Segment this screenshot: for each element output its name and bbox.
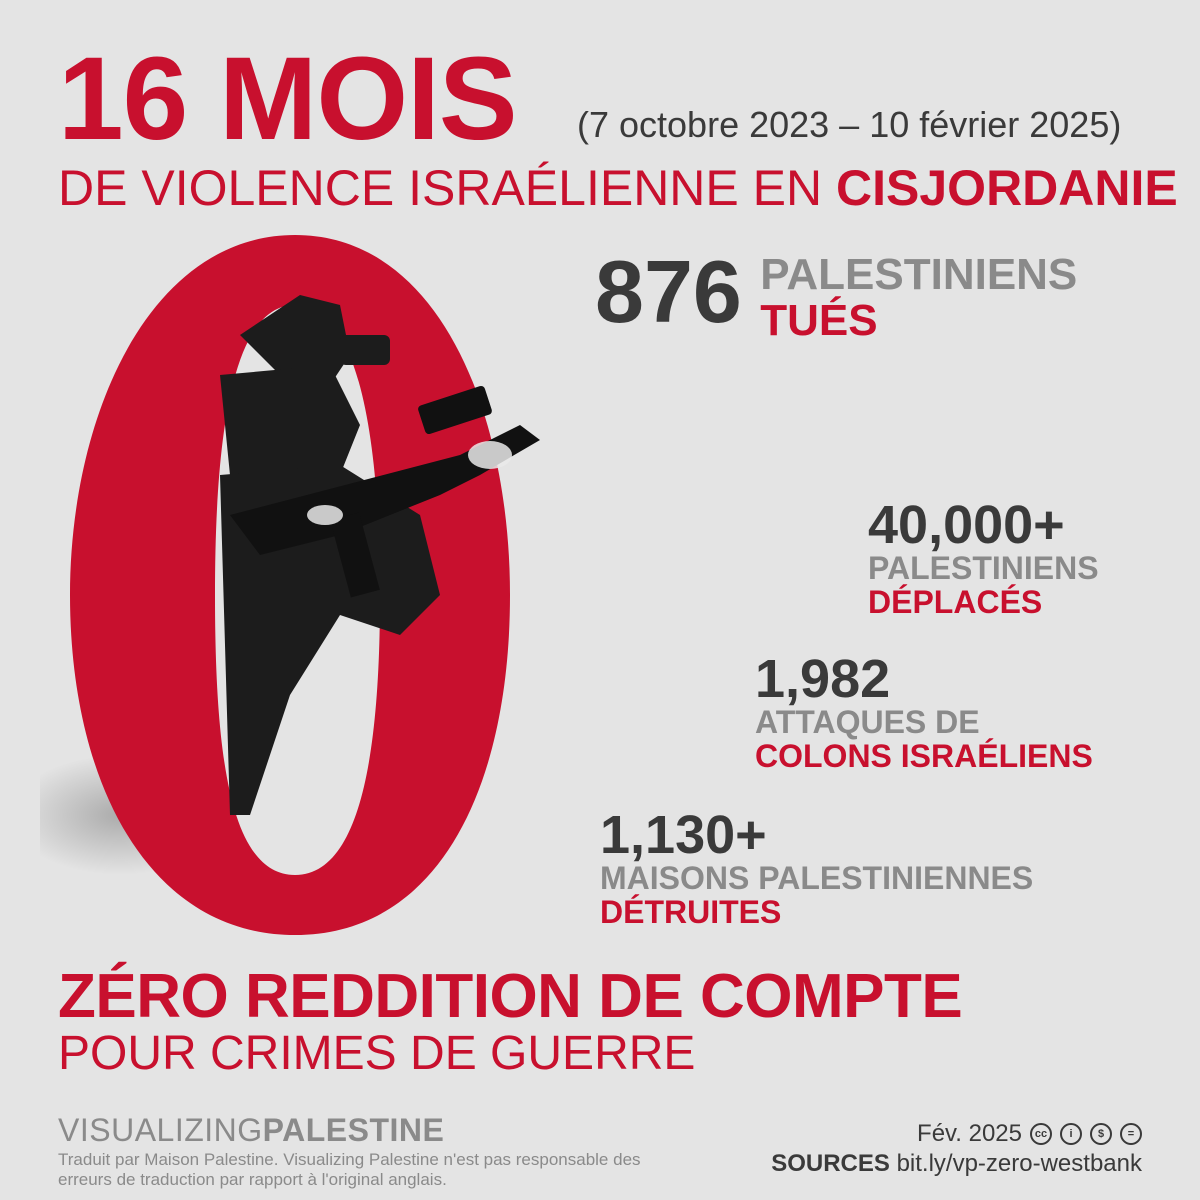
stat-homes-value: 1,130+ (600, 805, 767, 865)
stat-displaced-value: 40,000+ (868, 495, 1065, 555)
subtitle: DE VIOLENCE ISRAÉLIENNE EN CISJORDANIE (58, 163, 1178, 213)
stat-displaced: 40,000+ PALESTINIENS DÉPLACÉS (868, 498, 1099, 619)
stat-killed-value: 876 (595, 242, 742, 341)
sources-label: SOURCES (771, 1150, 890, 1177)
disclaimer: Traduit par Maison Palestine. Visualizin… (58, 1150, 641, 1189)
nc-icon: $ (1090, 1123, 1112, 1145)
stat-displaced-line2: DÉPLACÉS (868, 583, 1043, 620)
brand-bold: PALESTINE (262, 1112, 445, 1148)
stat-displaced-line1: PALESTINIENS (868, 550, 1099, 586)
zero-shape (70, 235, 510, 935)
headline: ZÉRO REDDITION DE COMPTE (58, 962, 963, 1031)
cc-icon: cc (1030, 1123, 1052, 1145)
nd-icon: = (1120, 1123, 1142, 1145)
sources-line: SOURCES bit.ly/vp-zero-westbank (771, 1150, 1142, 1178)
stat-killed: 876 PALESTINIENS TUÉS (595, 248, 1077, 344)
sources-link[interactable]: bit.ly/vp-zero-westbank (896, 1150, 1142, 1177)
date-license-line: Fév. 2025 cc i $ = (917, 1120, 1142, 1148)
stat-homes: 1,130+ MAISONS PALESTINIENNES DÉTRUITES (600, 808, 1033, 929)
stat-homes-line2: DÉTRUITES (600, 893, 782, 930)
title: 16 MOIS (58, 33, 518, 165)
stat-attacks-line2: COLONS ISRAÉLIENS (755, 737, 1093, 774)
by-icon: i (1060, 1123, 1082, 1145)
stat-attacks-line1: ATTAQUES DE (755, 704, 980, 740)
subtitle-prefix: DE VIOLENCE ISRAÉLIENNE EN (58, 160, 837, 216)
brand-light: VISUALIZING (58, 1112, 263, 1148)
rifle (230, 385, 540, 598)
headline-sub: POUR CRIMES DE GUERRE (58, 1027, 696, 1080)
hands (307, 441, 512, 525)
publication-date: Fév. 2025 (917, 1120, 1022, 1147)
zero-soldier-graphic (40, 235, 540, 935)
stat-killed-line1: PALESTINIENS (760, 250, 1078, 299)
subtitle-place: CISJORDANIE (836, 160, 1178, 216)
date-range: (7 octobre 2023 – 10 février 2025) (577, 104, 1122, 145)
stat-attacks-value: 1,982 (755, 649, 891, 709)
stat-killed-line2: TUÉS (760, 296, 878, 346)
brand-logo: VISUALIZINGPALESTINE (58, 1114, 444, 1146)
soldier-silhouette (220, 295, 440, 815)
stat-attacks: 1,982 ATTAQUES DE COLONS ISRAÉLIENS (755, 652, 1093, 773)
stat-homes-line1: MAISONS PALESTINIENNES (600, 860, 1034, 896)
